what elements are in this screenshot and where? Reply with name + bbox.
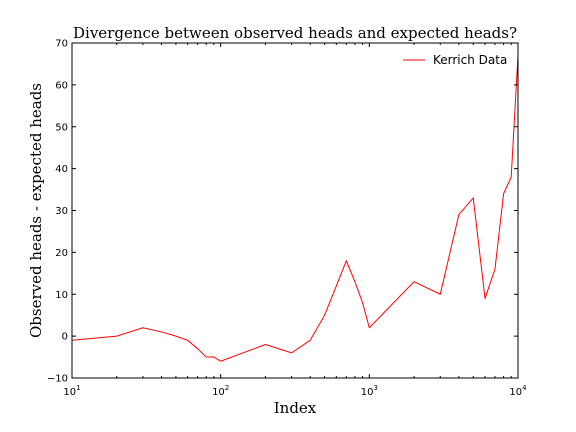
y-axis-label: Observed heads - expected heads [27, 83, 45, 338]
x-axis-label: Index [274, 399, 317, 417]
y-tick-label: 40 [55, 164, 68, 175]
y-tick-label: 0 [62, 332, 68, 343]
y-axis-ticks: −10 0 10 20 30 40 50 60 70 [47, 39, 518, 385]
y-tick-label: −10 [47, 374, 68, 385]
x-tick-label: 103 [361, 384, 378, 398]
x-axis-ticks: 101 102 103 104 [63, 43, 527, 398]
x-tick-label: 101 [63, 384, 80, 398]
x-tick-label: 102 [212, 384, 229, 398]
y-tick-label: 10 [55, 290, 68, 301]
chart-title: Divergence between observed heads and ex… [73, 24, 517, 42]
legend: Kerrich Data [403, 53, 507, 67]
plot-area [72, 43, 518, 378]
x-tick-label: 104 [509, 384, 527, 398]
y-tick-label: 70 [55, 39, 68, 50]
y-tick-label: 20 [55, 248, 68, 259]
y-tick-label: 60 [55, 80, 68, 91]
y-tick-label: 30 [55, 206, 68, 217]
series-line-0 [71, 55, 519, 362]
series-layer [71, 55, 519, 362]
legend-label: Kerrich Data [433, 53, 507, 67]
y-tick-label: 50 [55, 122, 68, 133]
